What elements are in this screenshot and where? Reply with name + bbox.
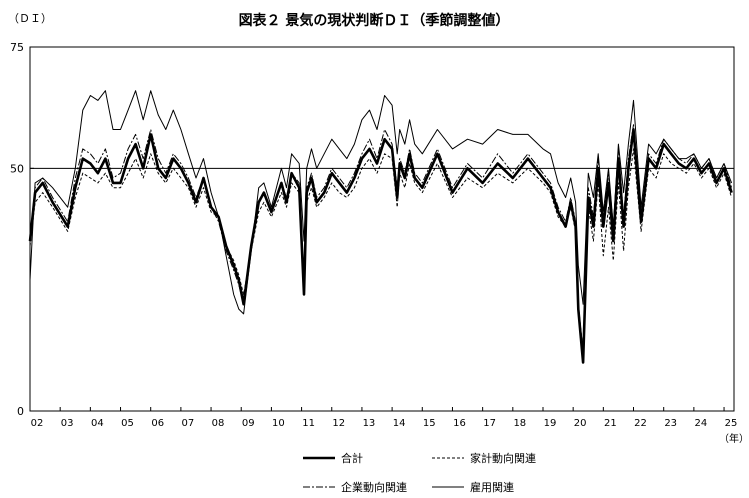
x-tick-label: 03	[61, 418, 74, 429]
y-tick-label: 0	[17, 405, 24, 418]
x-tick-label: 15	[423, 418, 436, 429]
x-tick-label: 14	[393, 418, 406, 429]
x-tick-label: 08	[212, 418, 225, 429]
series-line-1	[28, 128, 733, 364]
series-group	[28, 90, 733, 364]
x-tick-label: 23	[664, 418, 677, 429]
y-tick-label: 75	[10, 41, 24, 54]
chart-title: 図表２ 景気の現状判断ＤＩ（季節調整値）	[239, 12, 510, 29]
x-tick-label: 12	[332, 418, 345, 429]
y-axis: 0 50 75	[10, 41, 34, 418]
x-tick-label: 05	[121, 418, 134, 429]
x-tick-label: 21	[604, 418, 617, 429]
x-tick-label: 19	[544, 418, 557, 429]
y-tick-label: 50	[10, 162, 24, 175]
x-tick-label: 07	[182, 418, 195, 429]
plot-area	[29, 46, 735, 412]
series-line-3	[29, 124, 733, 354]
x-tick-label: 13	[363, 418, 376, 429]
x-tick-label: 22	[634, 418, 647, 429]
x-tick-label: 02	[31, 418, 44, 429]
x-axis: 02 03 04 05 06 07 08 09 10 11 12 13 14 15 16 17 18 19 20 21…	[29, 407, 738, 429]
x-tick-label: 11	[302, 418, 315, 429]
x-tick-label: 10	[272, 418, 285, 429]
legend-label: 合計	[341, 451, 363, 465]
x-tick-label: 06	[151, 418, 164, 429]
x-tick-label: 18	[513, 418, 526, 429]
series-line-4	[29, 90, 733, 315]
legend-label: 家計動向関連	[470, 451, 536, 465]
x-tick-label: 24	[694, 418, 707, 429]
legend-label: 雇用関連	[470, 480, 514, 494]
x-axis-unit: （年）	[719, 432, 749, 445]
x-tick-label: 04	[91, 418, 104, 429]
x-tick-label: 17	[483, 418, 496, 429]
legend-label: 企業動向関連	[341, 480, 407, 494]
x-tick-label: 09	[242, 418, 255, 429]
y-axis-label: （ＤＩ）	[8, 12, 52, 25]
x-tick-label: 16	[453, 418, 466, 429]
x-tick-label: 20	[574, 418, 587, 429]
x-tick-label: 25	[725, 418, 738, 429]
